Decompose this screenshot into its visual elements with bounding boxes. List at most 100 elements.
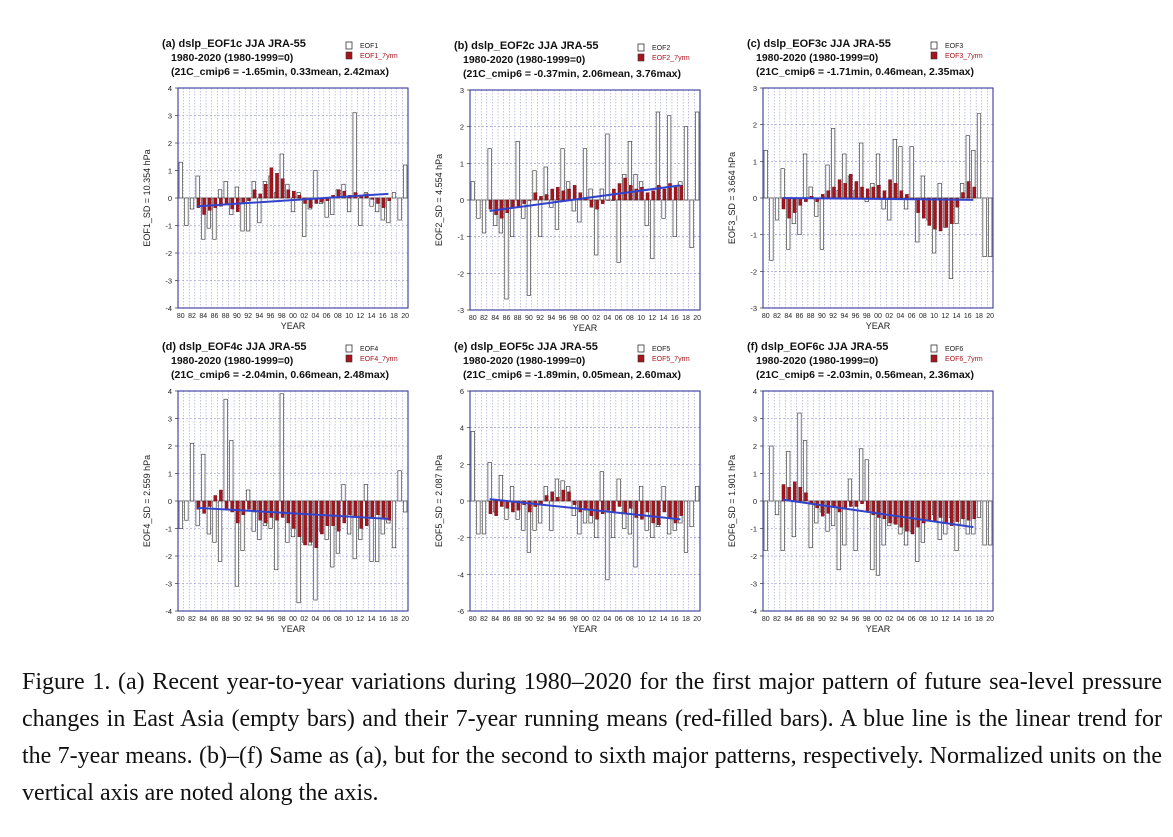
x-tick-label: 10	[637, 315, 645, 322]
running-mean-bar	[550, 188, 554, 201]
annual-bar	[847, 478, 853, 502]
x-tick-label: 02	[592, 616, 600, 623]
running-mean-bar	[264, 184, 268, 199]
y-axis-label: EOF3_SD = 3.664 hPa	[727, 152, 737, 244]
annual-bar	[605, 500, 610, 581]
running-mean-bar	[280, 500, 285, 518]
running-mean-bar	[370, 500, 375, 518]
annual-bar	[780, 500, 785, 551]
x-tick-label: 10	[637, 616, 645, 623]
annual-bar	[689, 500, 694, 528]
legend-swatch-running	[637, 53, 645, 62]
running-mean-bar	[837, 500, 842, 513]
x-tick-label: 08	[334, 313, 342, 320]
running-mean-bar	[832, 186, 836, 199]
running-mean-bar	[888, 500, 892, 524]
legend-label-annual: EOF4	[360, 346, 378, 353]
running-mean-bar	[219, 197, 223, 207]
annual-bar	[279, 393, 284, 502]
y-tick-label: -1	[165, 525, 172, 534]
annual-bar	[808, 500, 813, 549]
running-mean-bar	[640, 186, 644, 201]
running-mean-bar	[567, 491, 571, 502]
x-tick-label: 12	[356, 313, 364, 320]
running-mean-bar	[916, 500, 920, 528]
running-mean-bar	[258, 193, 262, 199]
chart-grid	[177, 87, 409, 309]
running-mean-bar	[522, 199, 526, 204]
annual-bar	[763, 500, 768, 551]
running-mean-bar	[645, 500, 650, 513]
x-axis-label: YEAR	[573, 323, 598, 333]
annual-bar	[683, 126, 689, 201]
x-tick-label: 14	[660, 315, 668, 322]
running-mean-bar	[668, 500, 672, 518]
x-tick-label: 04	[897, 313, 905, 320]
running-mean-bar	[612, 500, 616, 513]
running-mean-bar	[567, 188, 571, 201]
running-mean-bar	[899, 500, 904, 528]
y-axis-label: EOF6_SD = 1.901 hPa	[727, 455, 737, 547]
x-tick-label: 18	[975, 616, 983, 623]
x-tick-label: 94	[840, 616, 848, 623]
annual-bar	[217, 189, 223, 199]
x-tick-label: 00	[289, 313, 297, 320]
x-axis-label: YEAR	[866, 624, 891, 634]
x-tick-label: 06	[323, 616, 331, 623]
running-mean-bar	[207, 197, 212, 211]
annual-bar	[481, 500, 487, 535]
annual-bar	[470, 181, 475, 201]
y-tick-label: -1	[165, 222, 172, 231]
running-mean-bar	[600, 500, 605, 515]
x-tick-label: 12	[648, 616, 656, 623]
x-tick-label: 92	[244, 313, 252, 320]
trend-line	[197, 506, 389, 520]
chart-legend: EOF2 EOF2_7yrm	[637, 43, 690, 62]
annual-bar	[470, 430, 475, 502]
chart-note: (21C_cmip6 = -1.65min, 0.33mean, 2.42max…	[171, 66, 389, 78]
annual-bar	[639, 485, 644, 502]
y-tick-label: -4	[750, 607, 757, 616]
running-mean-bar	[662, 500, 667, 513]
x-tick-label: 90	[233, 313, 241, 320]
annual-bar	[791, 500, 796, 538]
chart-title: (e) dslp_EOF5c JJA JRA-55	[454, 341, 598, 353]
chart-title: (c) dslp_EOF3c JJA JRA-55	[747, 38, 891, 50]
annual-bar	[650, 199, 655, 260]
running-mean-bar	[247, 500, 251, 510]
annual-bar	[909, 146, 914, 199]
x-tick-label: 12	[941, 313, 949, 320]
chart-grid	[177, 390, 409, 612]
x-tick-label: 08	[626, 616, 634, 623]
legend-label-running: EOF6_7yrm	[945, 356, 983, 363]
running-mean-bar	[236, 197, 240, 212]
running-mean-bar	[342, 500, 347, 524]
annual-bar	[695, 485, 700, 502]
running-mean-bar	[668, 183, 672, 201]
running-mean-bar	[365, 500, 369, 526]
running-mean-bar	[792, 197, 797, 213]
annual-bar	[582, 148, 588, 201]
running-mean-bar	[679, 185, 683, 201]
y-tick-label: -2	[750, 552, 757, 561]
x-tick-label: 10	[345, 616, 353, 623]
x-tick-label: 18	[682, 616, 690, 623]
y-tick-label: -6	[457, 607, 464, 616]
x-tick-label: 00	[874, 313, 882, 320]
annual-bar	[988, 500, 993, 546]
running-mean-bar	[303, 500, 307, 546]
x-tick-label: 18	[975, 313, 983, 320]
x-tick-label: 18	[390, 313, 398, 320]
chart-subtitle: 1980-2020 (1980-1999=0)	[171, 355, 293, 367]
running-mean-bar	[303, 197, 307, 204]
annual-bar	[403, 164, 408, 199]
chart-subtitle: 1980-2020 (1980-1999=0)	[463, 54, 585, 66]
running-mean-bar	[381, 500, 386, 518]
y-tick-label: 1	[460, 159, 464, 168]
annual-bar	[616, 199, 621, 263]
x-tick-label: 98	[278, 616, 286, 623]
running-mean-bar	[882, 500, 887, 520]
legend-label-annual: EOF1	[360, 43, 378, 50]
chart-title: (b) dslp_EOF2c JJA JRA-55	[454, 40, 598, 52]
x-tick-label: 20	[401, 616, 409, 623]
